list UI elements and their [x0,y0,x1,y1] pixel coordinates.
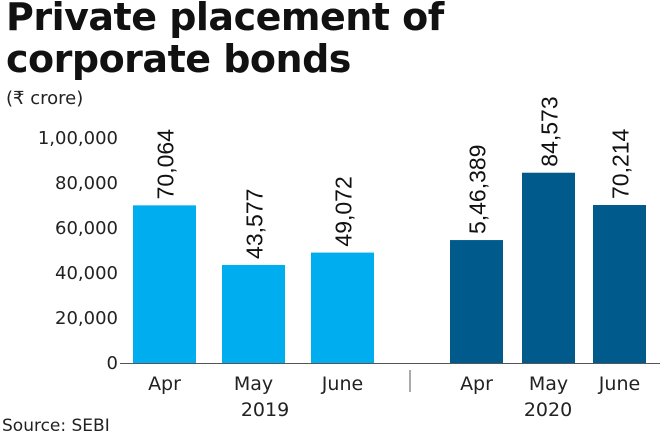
data-label: 70,064 [153,129,179,200]
data-label: 43,577 [242,189,268,259]
unit-label: (₹ crore) [6,88,84,109]
x-tick-label: May [234,373,273,395]
data-label: 49,072 [331,176,357,246]
bar [450,240,503,363]
data-label: 70,214 [608,128,634,199]
bar [522,172,575,363]
y-tick-label: 60,000 [55,218,118,239]
bar [133,205,196,363]
x-tick-label: Apr [148,373,181,395]
data-label: 84,573 [537,96,563,166]
y-tick-label: 20,000 [55,308,118,329]
x-tick-label: June [598,373,640,395]
source-note: Source: SEBI [2,416,110,436]
bar [222,264,285,363]
chart-title: Private placement of corporate bonds [6,0,444,81]
y-tick-label: 40,000 [55,263,118,284]
x-tick-label: May [529,373,568,395]
group-label: 2019 [241,399,289,421]
y-tick-label: 80,000 [55,173,118,194]
bar [593,205,646,363]
x-tick-label: Apr [460,373,493,395]
x-tick-label: June [321,373,363,395]
data-label: 5,46,389 [465,145,491,235]
bar [311,252,374,363]
y-tick-label: 0 [107,353,118,374]
y-tick-label: 1,00,000 [38,128,118,149]
group-label: 2020 [524,399,572,421]
